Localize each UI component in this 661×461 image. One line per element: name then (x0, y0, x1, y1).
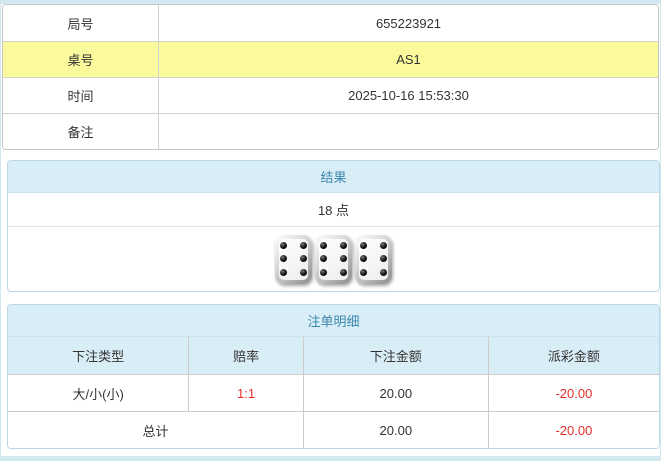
total-amount-cell: 20.00 (302, 412, 488, 448)
pip (320, 255, 328, 263)
pip (320, 241, 328, 249)
bet-header-row: 下注类型 赔率 下注金额 派彩金额 (8, 337, 659, 374)
info-row: 时间 2025-10-16 15:53:30 (3, 77, 658, 113)
info-row: 备注 (3, 113, 658, 149)
game-info-table: 局号 655223921 桌号 AS1 时间 2025-10-16 15:53:… (2, 4, 659, 150)
die-6 (355, 234, 392, 284)
bet-total-row: 总计 20.00 -20.00 (8, 411, 659, 448)
pip (280, 241, 288, 249)
info-row-value: 655223921 (375, 15, 442, 31)
info-row-label: 桌号 (3, 42, 159, 77)
die-6 (315, 234, 352, 284)
pip (280, 269, 288, 277)
bet-col-header-payout: 派彩金额 (487, 337, 659, 374)
bet-col-header-type: 下注类型 (72, 349, 125, 364)
pip (280, 255, 288, 263)
info-row-label: 时间 (3, 78, 159, 113)
bet-type-cell: 大/小(小) (72, 386, 124, 402)
result-panel: 结果 18 点 (7, 160, 660, 292)
bet-panel-title: 注单明细 (8, 305, 659, 337)
pip (299, 255, 307, 263)
pip (299, 241, 307, 249)
bet-data-row: 大/小(小) 1:1 20.00 -20.00 (8, 374, 659, 411)
die-face (359, 238, 388, 280)
total-payout-cell: -20.00 (487, 412, 659, 448)
info-row-label: 局号 (3, 5, 159, 41)
info-row: 桌号 AS1 (3, 41, 658, 77)
result-panel-title: 结果 (8, 161, 659, 193)
die-face (319, 238, 348, 280)
pip (299, 269, 307, 277)
pip (379, 255, 387, 263)
pip (379, 269, 387, 277)
result-points: 18 点 (8, 193, 659, 227)
pip (379, 241, 387, 249)
bet-col-header-odds: 赔率 (188, 337, 303, 374)
pip (360, 269, 368, 277)
bet-panel: 注单明细 下注类型 赔率 下注金额 派彩金额 大/小(小) 1:1 20.00 … (7, 304, 660, 449)
info-row-value: AS1 (396, 52, 421, 67)
bet-payout-cell: -20.00 (487, 375, 659, 411)
dice-row (8, 227, 659, 291)
pip (360, 255, 368, 263)
die-6 (275, 234, 312, 284)
info-row-value: 2025-10-16 15:53:30 (348, 88, 469, 103)
bet-odds-cell: 1:1 (188, 375, 303, 411)
pip (339, 269, 347, 277)
bet-table: 下注类型 赔率 下注金额 派彩金额 大/小(小) 1:1 20.00 -20.0… (8, 337, 659, 448)
bet-col-header-amount: 下注金额 (302, 337, 488, 374)
pip (320, 269, 328, 277)
pip (360, 241, 368, 249)
bet-amount-cell: 20.00 (302, 375, 488, 411)
pip (339, 255, 347, 263)
die-face (279, 238, 308, 280)
pip (339, 241, 347, 249)
info-row-value (159, 114, 658, 149)
info-row: 局号 655223921 (3, 5, 658, 41)
total-label-cell: 总计 (142, 423, 169, 439)
info-row-label: 备注 (3, 114, 159, 149)
content-area: 局号 655223921 桌号 AS1 时间 2025-10-16 15:53:… (1, 4, 660, 456)
